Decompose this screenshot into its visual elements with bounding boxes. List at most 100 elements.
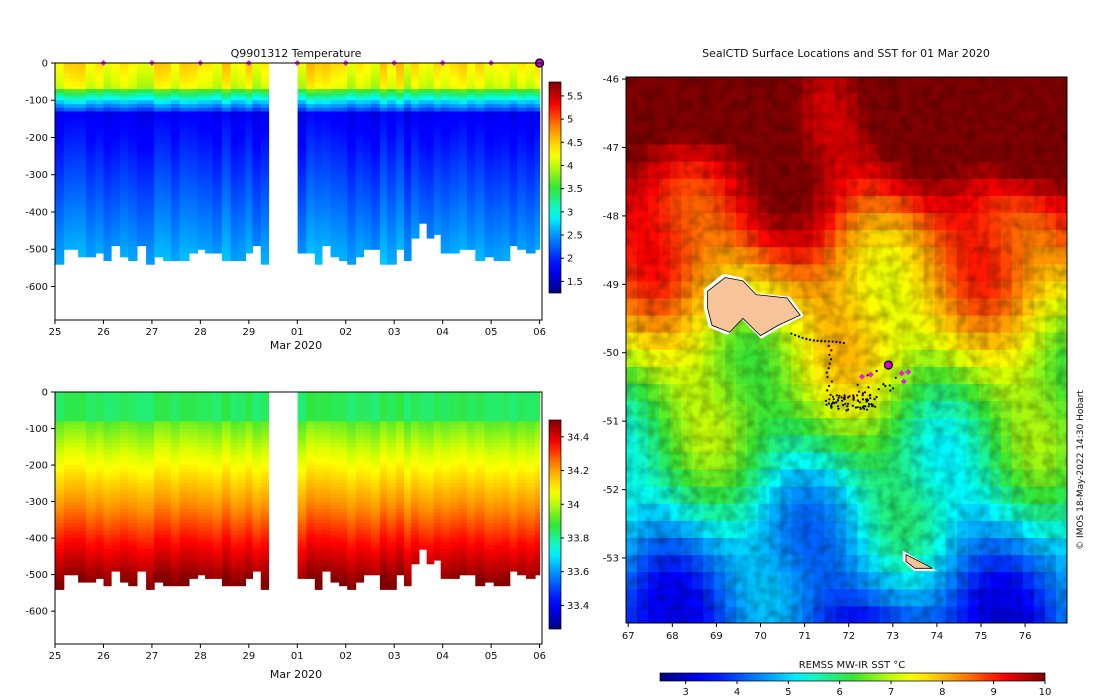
profile-cell xyxy=(404,245,412,250)
profile-cell xyxy=(252,96,262,101)
profile-cell xyxy=(526,96,536,101)
profile-cell xyxy=(120,104,129,109)
profile-cell xyxy=(78,100,87,105)
profile-cell xyxy=(205,107,214,112)
profile-cell xyxy=(154,483,164,488)
profile-cell xyxy=(212,516,223,521)
profile-cell xyxy=(205,567,214,572)
profile-cell xyxy=(111,432,121,437)
profile-cell xyxy=(297,208,307,213)
profile-cell xyxy=(179,494,190,499)
profile-cell xyxy=(221,204,232,209)
profile-cell xyxy=(230,523,239,528)
profile-cell xyxy=(245,563,253,568)
profile-cell xyxy=(493,66,504,71)
profile-cell xyxy=(371,439,381,444)
profile-cell xyxy=(205,523,214,528)
profile-cell xyxy=(70,100,79,105)
profile-cell xyxy=(245,450,253,455)
profile-cell xyxy=(355,457,365,462)
profile-cell xyxy=(347,571,357,576)
profile-cell xyxy=(230,238,239,243)
profile-cell xyxy=(411,70,420,75)
profile-cell xyxy=(493,104,504,109)
profile-cell xyxy=(467,77,476,83)
profile-cell xyxy=(260,556,270,561)
profile-cell xyxy=(128,167,138,172)
profile-cell xyxy=(63,245,72,250)
profile-cell xyxy=(502,167,511,172)
profile-cell xyxy=(154,141,164,146)
profile-cell xyxy=(128,450,138,455)
profile-cell xyxy=(502,156,511,161)
profile-cell xyxy=(146,208,155,213)
profile-cell xyxy=(70,89,79,94)
profile-cell xyxy=(188,241,199,247)
profile-cell xyxy=(230,185,239,191)
profile-cell xyxy=(306,563,316,568)
profile-cell xyxy=(55,223,65,228)
profile-cell xyxy=(128,461,138,466)
profile-cell xyxy=(517,212,527,217)
profile-cell xyxy=(347,107,357,112)
profile-cell xyxy=(85,104,97,109)
profile-cell xyxy=(330,450,340,455)
profile-cell xyxy=(387,494,397,499)
profile-cell xyxy=(197,534,206,539)
profile-cell xyxy=(355,141,365,146)
profile-cell xyxy=(526,167,536,172)
profile-cell xyxy=(517,118,527,124)
profile-cell xyxy=(188,512,199,517)
profile-cell xyxy=(363,505,372,510)
profile-cell xyxy=(363,141,372,146)
profile-cell xyxy=(260,226,270,232)
profile-cell xyxy=(103,560,112,565)
profile-cell xyxy=(163,122,172,127)
profile-cell xyxy=(179,163,190,168)
profile-cell xyxy=(95,494,105,499)
profile-cell xyxy=(146,461,155,466)
profile-cell xyxy=(237,494,246,499)
profile-cell xyxy=(297,560,307,565)
profile-cell xyxy=(171,494,181,499)
profile-cell xyxy=(95,468,105,473)
profile-cell xyxy=(95,144,105,150)
profile-cell xyxy=(306,545,316,550)
profile-cell xyxy=(339,395,348,400)
profile-cell xyxy=(120,77,129,83)
profile-cell xyxy=(379,226,388,232)
profile-cell xyxy=(509,141,518,146)
profile-cell xyxy=(418,204,428,209)
profile-cell xyxy=(314,435,323,441)
profile-cell xyxy=(63,497,72,503)
profile-cell xyxy=(418,167,428,172)
profile-cell xyxy=(237,461,246,466)
profile-cell xyxy=(467,193,476,198)
profile-cell xyxy=(85,171,97,176)
profile-cell xyxy=(136,189,147,194)
profile-cell xyxy=(237,549,246,554)
profile-cell xyxy=(535,118,541,124)
profile-cell xyxy=(163,479,172,484)
profile-cell xyxy=(467,219,476,224)
profile-cell xyxy=(197,516,206,521)
profile-cell xyxy=(467,156,476,161)
profile-cell xyxy=(136,185,147,191)
profile-cell xyxy=(212,556,223,561)
profile-cell xyxy=(221,115,232,120)
profile-cell xyxy=(205,144,214,150)
profile-cell xyxy=(78,552,87,557)
profile-cell xyxy=(502,253,511,258)
profile-cell xyxy=(379,167,388,172)
profile-cell xyxy=(396,527,405,532)
profile-cell xyxy=(55,578,65,583)
profile-cell xyxy=(411,193,420,198)
profile-cell xyxy=(371,450,381,455)
profile-cell xyxy=(396,111,405,116)
profile-cell xyxy=(484,122,495,127)
profile-cell xyxy=(163,512,172,517)
profile-cell xyxy=(371,89,381,94)
profile-cell xyxy=(237,133,246,139)
profile-cell xyxy=(260,159,270,165)
profile-cell xyxy=(120,63,129,68)
